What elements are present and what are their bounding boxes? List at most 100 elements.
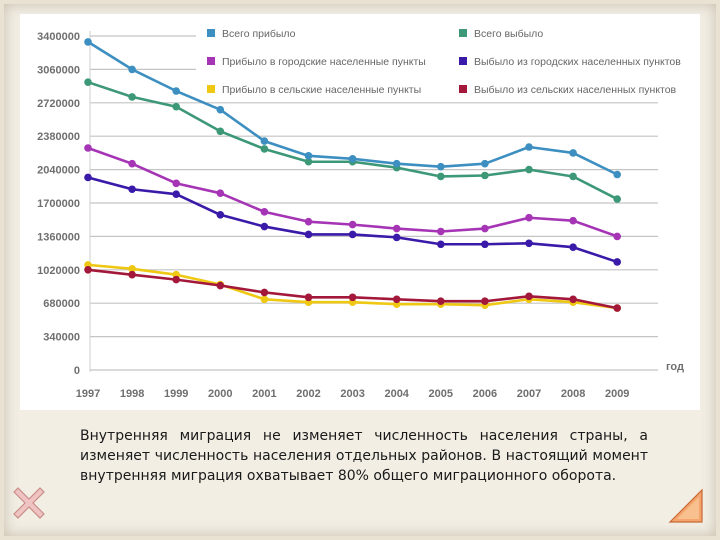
legend-label: Выбыло из городских населенных пунктов — [474, 56, 681, 68]
data-point — [260, 222, 269, 231]
legend-label: Прибыло в городские населенные пункты — [222, 56, 426, 68]
data-point — [481, 224, 489, 233]
data-point — [260, 208, 269, 216]
data-point — [392, 233, 401, 242]
data-point — [260, 137, 269, 145]
data-point — [437, 297, 445, 306]
data-point — [84, 38, 92, 46]
data-point — [304, 217, 313, 226]
data-point — [128, 265, 136, 273]
legend-label: Всего прибыло — [222, 28, 296, 40]
migration-line-chart: 0 340000 680000 1020000 1360000 1700000 204000… — [37, 16, 696, 400]
data-point — [216, 281, 225, 290]
x-tick-label: 2000 — [208, 388, 232, 400]
data-point — [84, 173, 92, 182]
x-tick-label: 2009 — [605, 388, 629, 400]
legend-box — [196, 16, 696, 90]
data-point — [128, 270, 136, 279]
x-tick-label: 1999 — [164, 388, 188, 400]
data-point — [525, 239, 533, 248]
data-point — [260, 145, 269, 153]
data-point — [172, 275, 180, 284]
y-tick-label: 1360000 — [37, 231, 80, 243]
data-point — [613, 258, 621, 266]
data-point — [613, 170, 621, 179]
data-point — [525, 213, 533, 222]
legend-swatch — [207, 29, 215, 37]
y-tick-label: 680000 — [43, 298, 80, 310]
x-tick-label: 2006 — [473, 388, 497, 400]
data-point — [525, 143, 533, 151]
x-tick-label: 2008 — [561, 388, 585, 400]
y-tick-label: 1020000 — [37, 265, 80, 277]
y-tick-label: 2720000 — [37, 98, 80, 110]
data-point — [348, 293, 357, 302]
legend-label: Прибыло в сельские населенные пункты — [222, 84, 421, 96]
y-tick-label: 3400000 — [37, 31, 80, 43]
data-point — [84, 144, 92, 152]
y-tick-label: 1700000 — [37, 198, 80, 210]
data-point — [172, 190, 180, 198]
data-point — [569, 216, 577, 225]
x-tick-label: 2002 — [296, 388, 320, 400]
data-point — [348, 230, 357, 239]
legend: Всего прибыло Всего выбыло Прибыло в город… — [196, 16, 696, 96]
x-axis-ticks: 1997 1998 1999 2000 2001 2002 2003 2004 2005 2006… — [76, 388, 630, 400]
caption-text: Внутренняя миграция не изменяет численно… — [80, 428, 648, 484]
x-axis-title: год — [666, 361, 684, 373]
x-tick-label: 2003 — [340, 388, 364, 400]
x-tick-label: 2007 — [517, 388, 541, 400]
x-tick-label: 1997 — [76, 388, 100, 400]
previous-arrow-icon[interactable] — [666, 486, 706, 526]
data-point — [260, 288, 269, 297]
data-point — [304, 293, 313, 302]
data-point — [569, 172, 577, 181]
data-point — [613, 195, 621, 203]
data-point — [348, 220, 357, 229]
legend-swatch — [459, 29, 467, 37]
data-point — [481, 297, 489, 306]
data-point — [392, 159, 401, 168]
data-point — [172, 87, 180, 95]
y-tick-label: 2380000 — [37, 131, 80, 143]
legend-label: Всего выбыло — [474, 28, 543, 40]
data-point — [348, 154, 357, 163]
legend-swatch — [459, 85, 467, 93]
data-point — [392, 295, 401, 304]
legend-swatch — [207, 85, 215, 93]
legend-swatch — [207, 57, 215, 65]
data-point — [481, 171, 489, 180]
data-point — [392, 224, 401, 233]
data-point — [304, 230, 313, 239]
data-point — [216, 210, 225, 219]
x-tick-label: 1998 — [120, 388, 144, 400]
y-axis-ticks: 0 340000 680000 1020000 1360000 1700000 204000… — [37, 31, 80, 377]
data-point — [437, 240, 445, 249]
close-icon[interactable] — [8, 482, 50, 524]
data-point — [304, 152, 313, 160]
data-point — [304, 157, 313, 166]
data-point — [128, 65, 136, 74]
data-point — [569, 295, 577, 304]
y-tick-label: 340000 — [43, 332, 80, 344]
data-point — [216, 105, 225, 114]
data-point — [525, 292, 533, 301]
series-lines — [84, 38, 621, 312]
y-tick-label: 2040000 — [37, 165, 80, 177]
data-point — [260, 295, 269, 304]
data-point — [481, 240, 489, 249]
data-point — [84, 266, 92, 274]
data-point — [569, 243, 577, 252]
data-point — [613, 304, 621, 312]
data-point — [437, 162, 445, 171]
legend-label: Выбыло из сельских населенных пунктов — [474, 84, 677, 96]
data-point — [481, 159, 489, 168]
data-point — [613, 232, 621, 241]
x-tick-label: 2004 — [384, 388, 409, 400]
data-point — [172, 102, 180, 111]
data-point — [437, 172, 445, 181]
data-point — [84, 78, 92, 86]
data-point — [525, 165, 533, 174]
data-point — [437, 227, 445, 236]
data-point — [128, 93, 136, 101]
